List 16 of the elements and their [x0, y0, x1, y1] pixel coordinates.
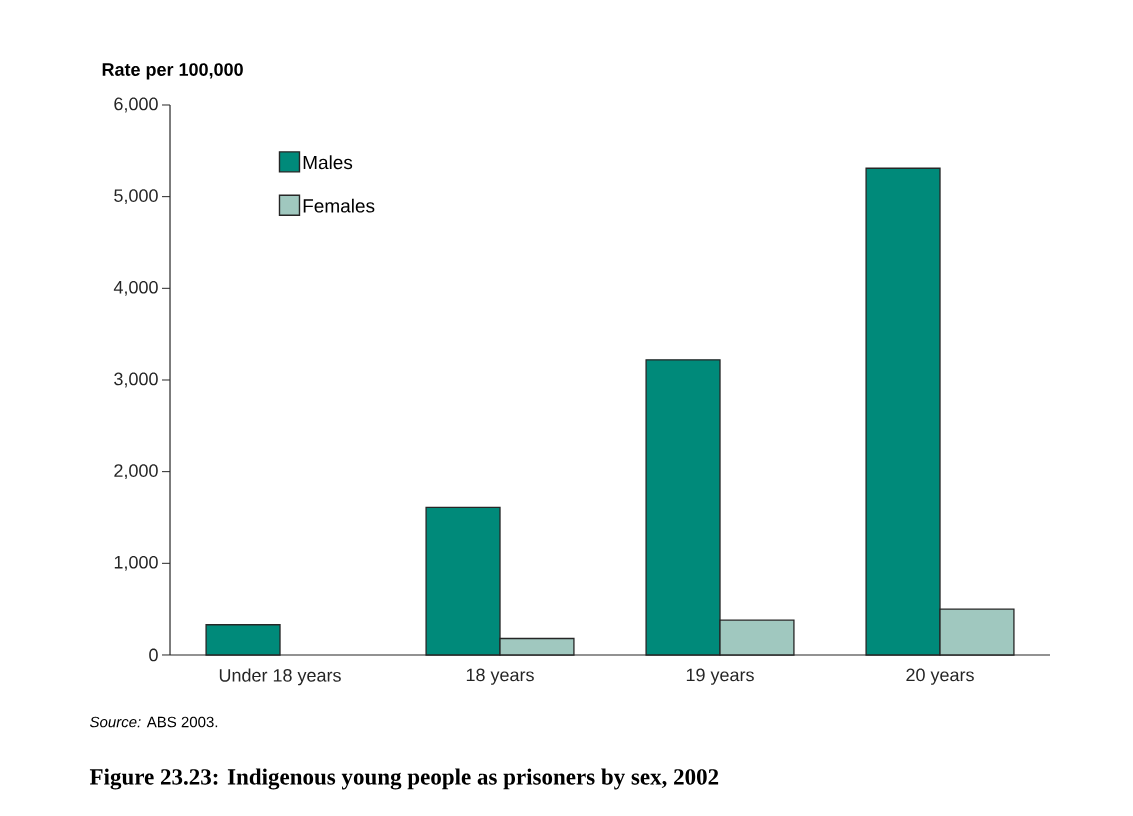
- x-tick-label: 18 years: [466, 668, 534, 685]
- x-tick-label: 19 years: [686, 668, 754, 685]
- y-tick-label: 0: [149, 648, 158, 662]
- y-tick-label: 2,000: [114, 464, 158, 480]
- y-axis-title: Rate per 100,000: [102, 63, 243, 80]
- x-tick-label: Under 18 years: [219, 668, 341, 686]
- y-tick-label: 1,000: [114, 555, 158, 571]
- x-tick-label: 20 years: [906, 668, 974, 685]
- text: Source: ABS 2003.: [89, 716, 218, 728]
- y-tick-label: 4,000: [113, 280, 158, 296]
- y-tick-label: 3,000: [114, 372, 158, 388]
- text: Figure 23.23: Indigenous young people as prisoners by sex, 2002: [89, 768, 719, 790]
- legend-label: Males: [303, 155, 353, 170]
- y-tick-label: 6,000: [114, 97, 158, 113]
- y-tick-label: 5,000: [114, 189, 158, 205]
- legend-label: Females: [303, 198, 375, 213]
